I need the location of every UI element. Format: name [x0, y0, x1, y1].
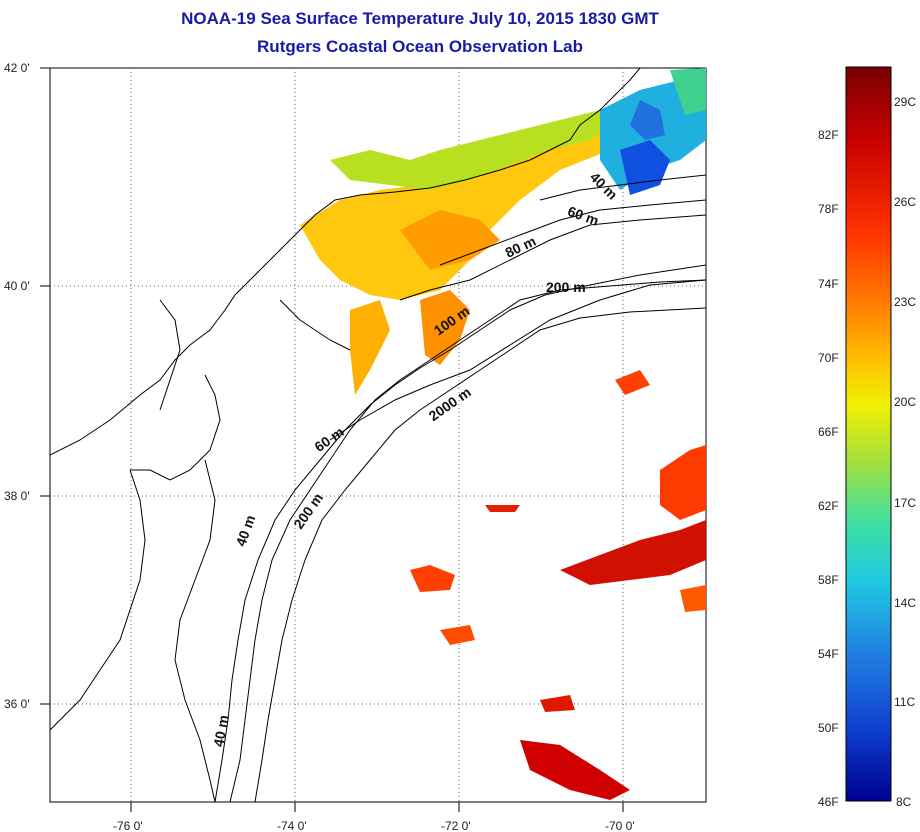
- lat-label: 42 0': [4, 61, 30, 75]
- lat-label: 38 0': [4, 489, 30, 503]
- lat-label: 36 0': [4, 697, 30, 711]
- latitude-ticks: 42 0' 40 0' 38 0' 36 0': [4, 61, 30, 711]
- longitude-ticks: -76 0' -74 0' -72 0' -70 0': [113, 819, 635, 832]
- contour-label-200m: 200 m: [546, 279, 586, 295]
- sst-offshore-patches: [410, 370, 706, 800]
- map-frame: [49, 67, 707, 803]
- lon-label: -76 0': [113, 819, 143, 832]
- map-subtitle: Rutgers Coastal Ocean Observation Lab: [257, 37, 583, 56]
- lon-label: -72 0': [441, 819, 471, 832]
- sst-shelf-patch: [300, 68, 706, 395]
- lat-label: 40 0': [4, 279, 30, 293]
- tick-marks: [40, 67, 624, 812]
- contour-label-40m-south: 40 m: [210, 714, 231, 748]
- map-title: NOAA-19 Sea Surface Temperature July 10,…: [181, 9, 659, 28]
- lon-label: -70 0': [605, 819, 635, 832]
- coastline: [50, 68, 706, 802]
- bathymetry-contours: [214, 199, 706, 802]
- lon-label: -74 0': [277, 819, 307, 832]
